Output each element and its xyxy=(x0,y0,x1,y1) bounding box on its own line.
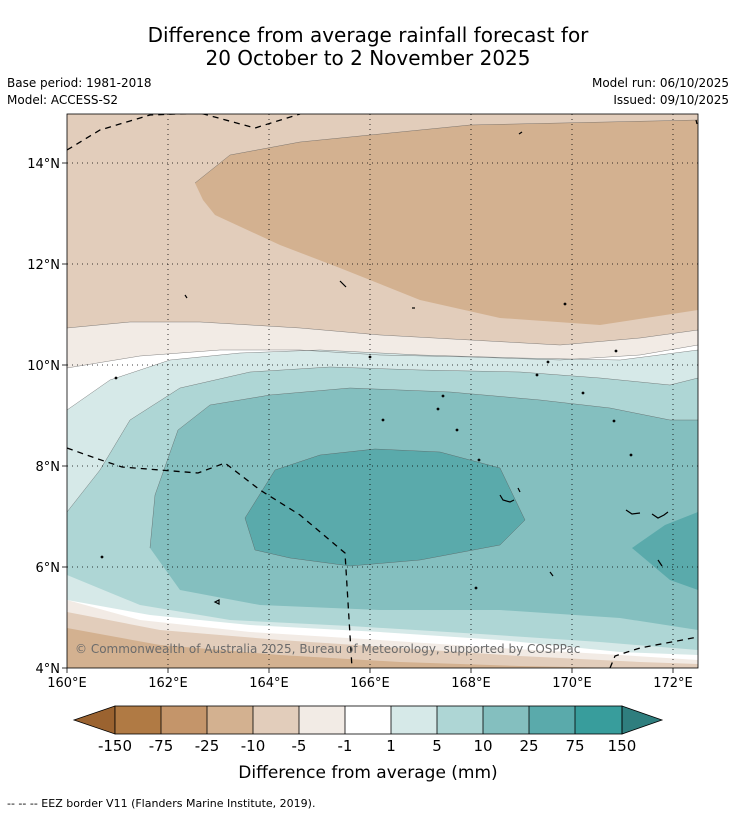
colorbar-tick: 25 xyxy=(519,737,538,755)
lat-label: 8°N xyxy=(36,460,61,475)
colorbar-cell xyxy=(115,706,161,734)
colorbar-cell xyxy=(161,706,207,734)
colorbar-tick: -150 xyxy=(98,737,132,755)
band-south-minus25 xyxy=(67,628,620,668)
lon-label: 166°E xyxy=(350,676,390,691)
map-title-line2: 20 October to 2 November 2025 xyxy=(205,46,531,70)
band-plus25-east xyxy=(632,512,698,590)
contour-lines xyxy=(67,119,698,567)
eez-legend-note: -- -- -- EEZ border V11 (Flanders Marine… xyxy=(7,797,316,810)
lat-axis: 14°N 12°N 10°N 8°N 6°N 4°N xyxy=(27,157,67,677)
map-frame xyxy=(66,113,699,669)
lat-label: 6°N xyxy=(36,561,61,576)
lat-label: 10°N xyxy=(27,359,60,374)
band-minus25 xyxy=(195,120,698,325)
graticule xyxy=(67,114,698,668)
colorbar-under-arrow xyxy=(72,705,116,735)
colorbar-over-arrow xyxy=(621,705,664,735)
colorbar-cell xyxy=(345,706,391,734)
islands xyxy=(100,119,698,605)
base-period: Base period: 1981-2018 xyxy=(7,76,152,90)
colorbar-cell xyxy=(391,706,437,734)
lat-label: 12°N xyxy=(27,258,60,273)
rainfall-contours: © Commonwealth of Australia 2025, Bureau… xyxy=(67,114,698,668)
model-run: Model run: 06/10/2025 xyxy=(591,76,729,90)
colorbar-cell xyxy=(437,706,483,734)
colorbar-tick: -5 xyxy=(292,737,307,755)
colorbar-tick: -10 xyxy=(241,737,266,755)
colorbar-cell xyxy=(529,706,575,734)
colorbar-cell xyxy=(299,706,345,734)
colorbar-cell xyxy=(253,706,299,734)
colorbar: -150 -75 -25 -10 -5 -1 1 5 10 25 75 150 … xyxy=(72,705,664,783)
eez-borders xyxy=(67,114,698,668)
map-title-line1: Difference from average rainfall forecas… xyxy=(147,23,589,47)
colorbar-tick: 150 xyxy=(608,737,637,755)
band-plus25 xyxy=(245,449,525,566)
lon-label: 168°E xyxy=(451,676,491,691)
model-name: Model: ACCESS-S2 xyxy=(7,93,119,107)
colorbar-tick: -75 xyxy=(149,737,174,755)
colorbar-cell xyxy=(575,706,622,734)
colorbar-label: Difference from average (mm) xyxy=(238,763,497,783)
lon-axis: 160°E 162°E 164°E 166°E 168°E 170°E 172°… xyxy=(47,668,693,691)
colorbar-tick: 10 xyxy=(473,737,492,755)
colorbar-tick: 75 xyxy=(565,737,584,755)
lat-label: 14°N xyxy=(27,157,60,172)
lon-label: 164°E xyxy=(249,676,289,691)
lon-label: 160°E xyxy=(47,676,87,691)
lon-label: 162°E xyxy=(148,676,188,691)
lon-label: 170°E xyxy=(552,676,592,691)
lat-label: 4°N xyxy=(36,662,61,677)
colorbar-outline xyxy=(114,705,623,735)
colorbar-tick: -1 xyxy=(338,737,353,755)
colorbar-tick: 1 xyxy=(386,737,396,755)
colorbar-cell xyxy=(207,706,253,734)
colorbar-tick: -25 xyxy=(195,737,220,755)
colorbar-cell xyxy=(483,706,529,734)
colorbar-tick: 5 xyxy=(432,737,442,755)
lon-label: 172°E xyxy=(653,676,693,691)
copyright-notice: © Commonwealth of Australia 2025, Bureau… xyxy=(75,642,580,656)
issued-date: Issued: 09/10/2025 xyxy=(613,93,729,107)
